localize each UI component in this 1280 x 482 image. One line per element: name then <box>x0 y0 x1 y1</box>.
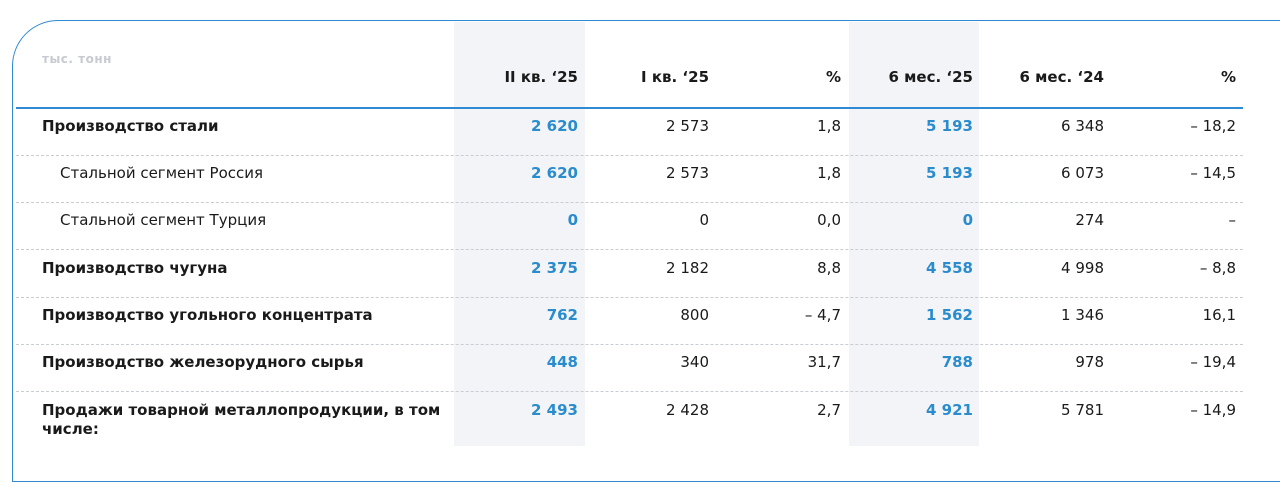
cell-sales-q2-25: 2 493 <box>531 401 578 419</box>
cell-steel-pct-q: 1,8 <box>817 117 841 135</box>
cell-turkey-pct-6m: – <box>1228 211 1237 229</box>
cell-pig-iron-q2-25: 2 375 <box>531 259 578 277</box>
cell-steel-q2-25: 2 620 <box>531 117 578 135</box>
cell-pig-iron-pct-q: 8,8 <box>817 259 841 277</box>
cell-coal-pct-6m: 16,1 <box>1202 306 1236 324</box>
cell-iron-ore-6m-24: 978 <box>1075 353 1104 371</box>
cell-steel-6m-24: 6 348 <box>1061 117 1104 135</box>
cell-pig-iron-6m-25: 4 558 <box>926 259 973 277</box>
cell-iron-ore-q1-25: 340 <box>680 353 709 371</box>
cell-sales-q1-25: 2 428 <box>666 401 709 419</box>
cell-russia-q1-25: 2 573 <box>666 164 709 182</box>
row-label-steel-production: Производство стали <box>42 117 219 135</box>
cell-pig-iron-6m-24: 4 998 <box>1061 259 1104 277</box>
cell-turkey-6m-24: 274 <box>1075 211 1104 229</box>
table-card-border <box>12 20 1280 482</box>
row-divider <box>16 391 1243 392</box>
row-label-steel-turkey: Стальной сегмент Турция <box>60 211 267 229</box>
row-label-pig-iron: Производство чугуна <box>42 259 228 277</box>
cell-coal-q1-25: 800 <box>680 306 709 324</box>
column-header-q2-25: II кв. ‘25 <box>504 68 578 86</box>
cell-sales-6m-25: 4 921 <box>926 401 973 419</box>
cell-iron-ore-pct-6m: – 19,4 <box>1190 353 1236 371</box>
column-header-6m-24: 6 мес. ‘24 <box>1019 68 1104 86</box>
row-divider <box>16 297 1243 298</box>
cell-turkey-pct-q: 0,0 <box>817 211 841 229</box>
row-divider <box>16 202 1243 203</box>
cell-coal-6m-25: 1 562 <box>926 306 973 324</box>
cell-iron-ore-q2-25: 448 <box>546 353 578 371</box>
cell-coal-pct-q: – 4,7 <box>804 306 841 324</box>
row-label-steel-russia: Стальной сегмент Россия <box>60 164 264 182</box>
row-label-coal-concentrate: Производство угольного концентрата <box>42 306 373 324</box>
cell-russia-6m-24: 6 073 <box>1061 164 1104 182</box>
cell-russia-pct-q: 1,8 <box>817 164 841 182</box>
header-divider <box>16 107 1243 109</box>
cell-pig-iron-pct-6m: – 8,8 <box>1199 259 1236 277</box>
cell-iron-ore-6m-25: 788 <box>941 353 973 371</box>
cell-turkey-q1-25: 0 <box>699 211 709 229</box>
cell-coal-q2-25: 762 <box>546 306 578 324</box>
cell-steel-q1-25: 2 573 <box>666 117 709 135</box>
row-divider <box>16 344 1243 345</box>
cell-russia-pct-6m: – 14,5 <box>1190 164 1236 182</box>
cell-steel-pct-6m: – 18,2 <box>1190 117 1236 135</box>
cell-sales-pct-q: 2,7 <box>817 401 841 419</box>
unit-label: тыс. тонн <box>42 52 112 66</box>
row-label-metal-sales: Продажи товарной металлопродукции, в том… <box>42 401 441 438</box>
row-label-iron-ore: Производство железорудного сырья <box>42 353 364 371</box>
row-divider <box>16 155 1243 156</box>
column-header-pct-6m: % <box>1220 68 1236 86</box>
cell-iron-ore-pct-q: 31,7 <box>807 353 841 371</box>
cell-steel-6m-25: 5 193 <box>926 117 973 135</box>
column-header-pct-q: % <box>825 68 841 86</box>
column-header-6m-25: 6 мес. ‘25 <box>888 68 973 86</box>
cell-russia-6m-25: 5 193 <box>926 164 973 182</box>
cell-sales-6m-24: 5 781 <box>1061 401 1104 419</box>
cell-turkey-6m-25: 0 <box>962 211 973 229</box>
highlight-column-6m25 <box>849 22 979 446</box>
row-divider <box>16 249 1243 250</box>
cell-coal-6m-24: 1 346 <box>1061 306 1104 324</box>
column-header-q1-25: I кв. ‘25 <box>641 68 709 86</box>
cell-sales-pct-6m: – 14,9 <box>1190 401 1236 419</box>
cell-russia-q2-25: 2 620 <box>531 164 578 182</box>
cell-pig-iron-q1-25: 2 182 <box>666 259 709 277</box>
highlight-column-q2 <box>454 22 585 446</box>
cell-turkey-q2-25: 0 <box>567 211 578 229</box>
